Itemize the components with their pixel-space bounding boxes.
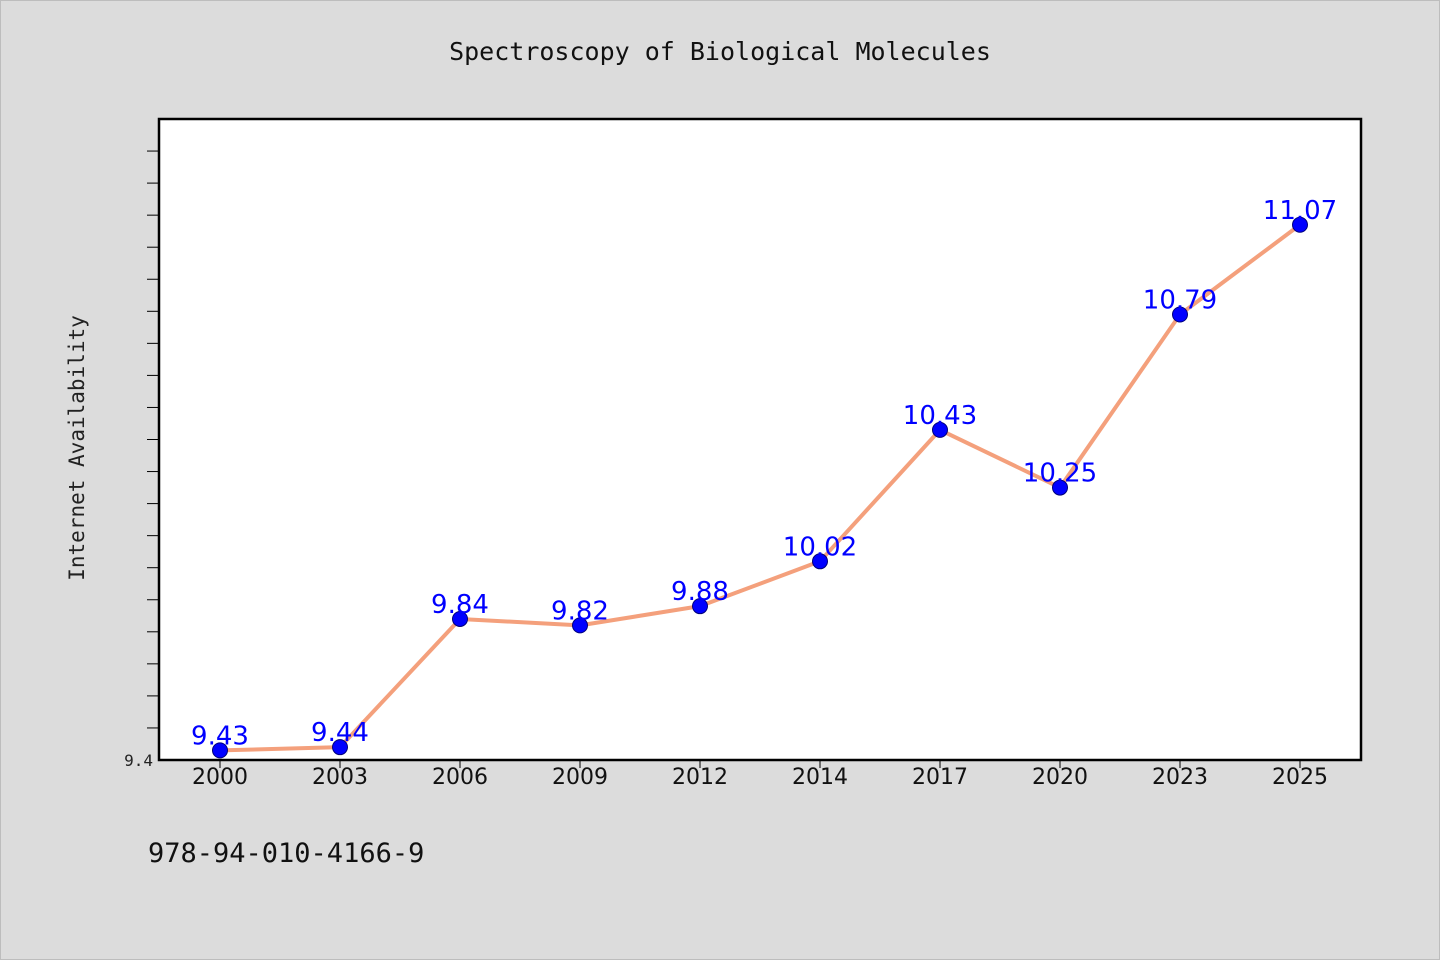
series-line <box>218 222 1302 753</box>
data-label: 11.07 <box>1263 196 1337 226</box>
y-tick-label: 9.4 <box>124 751 153 770</box>
data-label: 9.44 <box>311 718 369 748</box>
data-label: 10.79 <box>1143 286 1217 316</box>
data-point <box>572 617 588 634</box>
x-tick-label: 2014 <box>792 765 848 790</box>
series-group <box>212 216 1308 759</box>
isbn-text: 978-94-010-4166-9 <box>148 838 424 869</box>
x-tick-label: 2006 <box>432 765 488 790</box>
x-tick-label: 2009 <box>552 765 608 790</box>
x-tick-label: 2020 <box>1032 765 1088 790</box>
data-point <box>452 610 468 627</box>
y-axis-label: Internet Availability <box>65 315 89 581</box>
x-tick-label: 2017 <box>912 765 968 790</box>
data-label: 10.25 <box>1023 459 1097 489</box>
data-point <box>332 739 348 756</box>
chart-title: Spectroscopy of Biological Molecules <box>449 37 991 66</box>
y-axis-ticks: 9.4 <box>124 150 159 770</box>
data-label: 9.84 <box>431 590 489 620</box>
data-label: 9.88 <box>671 577 729 607</box>
x-axis-ticks: 2000 2003 2006 2009 2012 2014 2017 2020 2023 2025 <box>192 760 1328 790</box>
x-tick-label: 2023 <box>1152 765 1208 790</box>
data-label: 10.43 <box>903 401 977 431</box>
data-label: 10.02 <box>783 532 857 562</box>
x-tick-label: 2012 <box>672 765 728 790</box>
data-label: 9.43 <box>191 721 249 751</box>
data-point <box>692 598 708 615</box>
data-labels: 9.43 9.44 9.84 9.82 9.88 10.02 10.43 10.25 10.79… <box>191 196 1337 752</box>
x-tick-label: 2000 <box>192 765 248 790</box>
data-point <box>212 742 228 759</box>
data-point <box>812 553 828 570</box>
data-point <box>932 421 948 438</box>
x-tick-label: 2003 <box>312 765 368 790</box>
plot-area <box>159 119 1361 760</box>
data-point <box>1172 306 1188 323</box>
data-label: 9.82 <box>551 596 609 626</box>
data-point <box>1052 479 1068 496</box>
plot-frame <box>157 117 1363 762</box>
x-tick-label: 2025 <box>1272 765 1328 790</box>
data-point <box>1292 216 1308 233</box>
